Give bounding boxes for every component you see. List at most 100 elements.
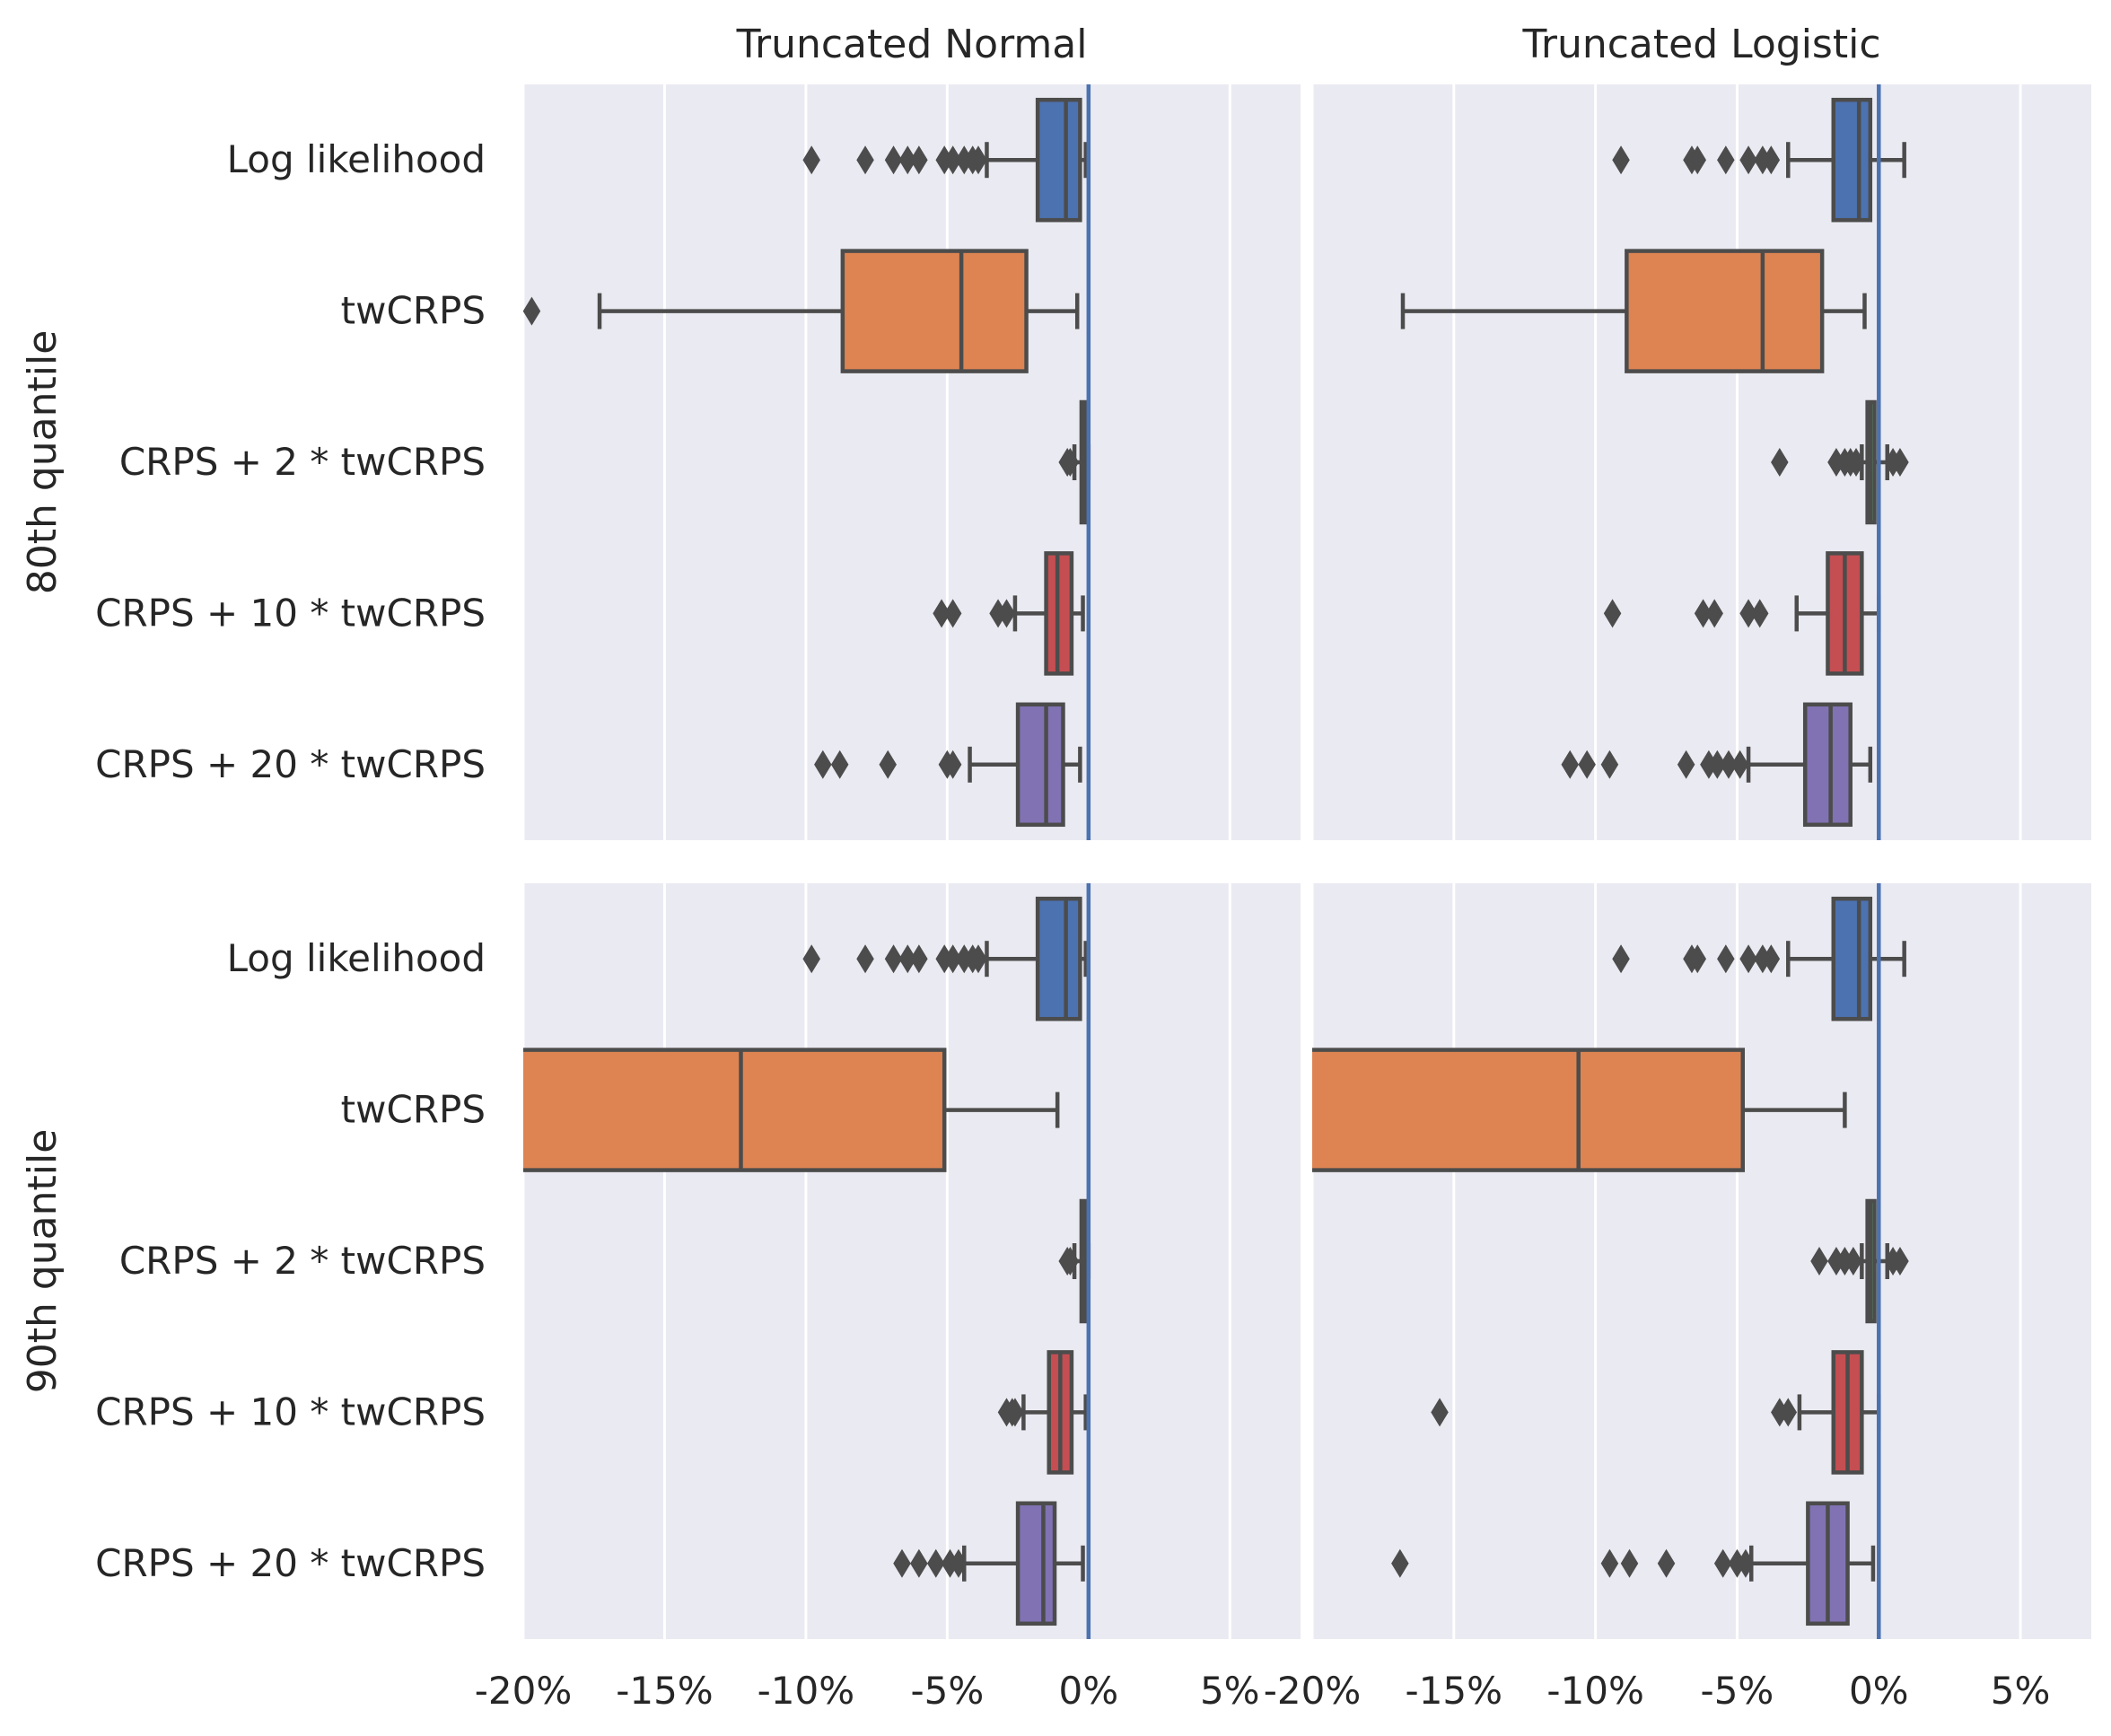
flier-point (1891, 448, 1909, 477)
flier-point (856, 944, 874, 974)
flier-point (927, 1548, 945, 1578)
flier-point (910, 1548, 928, 1578)
flier-point (814, 750, 832, 779)
flier-point (879, 750, 897, 779)
flier-point (1688, 944, 1707, 974)
panel-content (1400, 97, 1909, 828)
panel-background (1312, 883, 2091, 1639)
flier-point (1779, 1398, 1798, 1427)
box-iqr (1625, 249, 1825, 373)
category-label: twCRPS (341, 1088, 486, 1132)
panel-80th-quantile-truncated-logistic (1310, 84, 2091, 840)
flier-point (884, 944, 903, 974)
flier-point (1578, 750, 1596, 779)
flier-point (1431, 1398, 1449, 1427)
flier-point (1717, 944, 1735, 974)
panel-80th-quantile-truncated-normal (521, 84, 1301, 840)
flier-point (1603, 599, 1622, 628)
panel-background (1312, 84, 2091, 840)
category-label: twCRPS (341, 289, 486, 333)
facet-title: Truncated Normal (736, 22, 1088, 67)
flier-point (802, 944, 820, 974)
x-tick-label: -10% (758, 1669, 855, 1713)
x-tick-label: -20% (1264, 1669, 1362, 1713)
x-tick-label: 5% (1200, 1669, 1260, 1713)
box-crps-20-twcrps (1561, 702, 1873, 828)
flier-point (1717, 145, 1735, 175)
flier-point (1891, 1247, 1909, 1276)
flier-point (1688, 145, 1707, 175)
panel-content (523, 97, 1091, 828)
flier-point (1061, 448, 1080, 477)
box-crps-20-twcrps (893, 1501, 1085, 1626)
category-label: CRPS + 2 * twCRPS (119, 440, 486, 484)
panel-content (523, 896, 1091, 1626)
flier-point (1762, 944, 1781, 974)
flier-point (1600, 1548, 1619, 1578)
box-crps-10-twcrps (933, 551, 1085, 676)
flier-point (1847, 448, 1865, 477)
box-log-likelihood (802, 97, 1088, 223)
flier-point (1612, 145, 1630, 175)
box-crps-20-twcrps (814, 702, 1082, 828)
flier-point (1006, 1398, 1024, 1427)
panel-content (1312, 896, 1909, 1626)
x-tick-label: 0% (1849, 1669, 1909, 1713)
flier-point (1612, 944, 1630, 974)
flier-point (943, 944, 962, 974)
box-iqr (1831, 97, 1873, 223)
category-label: CRPS + 20 * twCRPS (95, 1541, 486, 1585)
flier-point (1844, 1247, 1862, 1276)
box-twcrps (1400, 249, 1867, 373)
box-iqr (1015, 1501, 1057, 1626)
x-tick-label: -15% (1406, 1669, 1503, 1713)
panel-background (523, 883, 1301, 1639)
facet-title: Truncated Logistic (1521, 22, 1880, 67)
flier-point (1600, 750, 1619, 779)
box-iqr (1831, 896, 1873, 1021)
flier-point (969, 944, 987, 974)
flier-point (893, 1548, 911, 1578)
flier-point (910, 145, 928, 175)
flier-point (1561, 750, 1579, 779)
box-iqr (1312, 1048, 1746, 1172)
flier-point (830, 750, 849, 779)
box-log-likelihood (1612, 896, 1906, 1021)
box-iqr (840, 249, 1029, 373)
row-label: 80th quantile (20, 330, 66, 595)
panels-layer (521, 84, 2091, 1639)
box-iqr (1015, 702, 1065, 828)
category-label: CRPS + 20 * twCRPS (95, 742, 486, 786)
flier-point (884, 145, 903, 175)
box-crps-20-twcrps (1391, 1501, 1876, 1626)
flier-point (1762, 145, 1781, 175)
box-twcrps (523, 249, 1080, 373)
flier-point (1705, 599, 1723, 628)
box-iqr (1035, 97, 1082, 223)
flier-point (1061, 1247, 1080, 1276)
flier-point (898, 944, 917, 974)
flier-point (910, 944, 928, 974)
box-log-likelihood (1612, 97, 1906, 223)
x-tick-label: -10% (1546, 1669, 1644, 1713)
flier-point (933, 599, 950, 628)
box-iqr (1035, 896, 1082, 1021)
flier-point (1739, 145, 1757, 175)
box-crps-2-twcrps (1771, 399, 1909, 525)
flier-point (802, 145, 820, 175)
flier-point (1737, 1548, 1755, 1578)
box-twcrps (1312, 1048, 1847, 1172)
panel-background (523, 84, 1301, 840)
flier-point (1750, 599, 1769, 628)
box-crps-10-twcrps (1603, 551, 1881, 676)
x-tick-label: 5% (1991, 1669, 2051, 1713)
flier-point (898, 145, 917, 175)
box-iqr (1802, 702, 1853, 828)
flier-point (943, 145, 962, 175)
x-tick-label: -5% (910, 1669, 984, 1713)
x-tick-label: -15% (616, 1669, 714, 1713)
flier-point (943, 599, 962, 628)
flier-point (1694, 599, 1712, 628)
box-crps-2-twcrps (1810, 1198, 1909, 1324)
